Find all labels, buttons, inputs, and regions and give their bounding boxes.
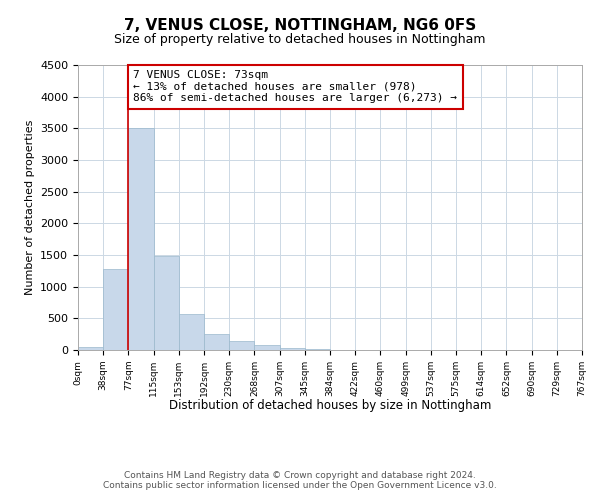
Bar	[280, 348, 305, 350]
Bar	[229, 342, 254, 350]
Bar	[128, 128, 154, 350]
Bar	[103, 269, 128, 350]
Bar	[204, 334, 229, 350]
Text: 7, VENUS CLOSE, NOTTINGHAM, NG6 0FS: 7, VENUS CLOSE, NOTTINGHAM, NG6 0FS	[124, 18, 476, 32]
Text: Contains HM Land Registry data © Crown copyright and database right 2024.
Contai: Contains HM Land Registry data © Crown c…	[103, 470, 497, 490]
Bar	[154, 256, 179, 350]
Text: 7 VENUS CLOSE: 73sqm
← 13% of detached houses are smaller (978)
86% of semi-deta: 7 VENUS CLOSE: 73sqm ← 13% of detached h…	[133, 70, 457, 103]
Bar	[179, 314, 204, 350]
Y-axis label: Number of detached properties: Number of detached properties	[25, 120, 35, 295]
Bar	[254, 346, 280, 350]
X-axis label: Distribution of detached houses by size in Nottingham: Distribution of detached houses by size …	[169, 399, 491, 412]
Text: Size of property relative to detached houses in Nottingham: Size of property relative to detached ho…	[114, 32, 486, 46]
Bar	[78, 347, 103, 350]
